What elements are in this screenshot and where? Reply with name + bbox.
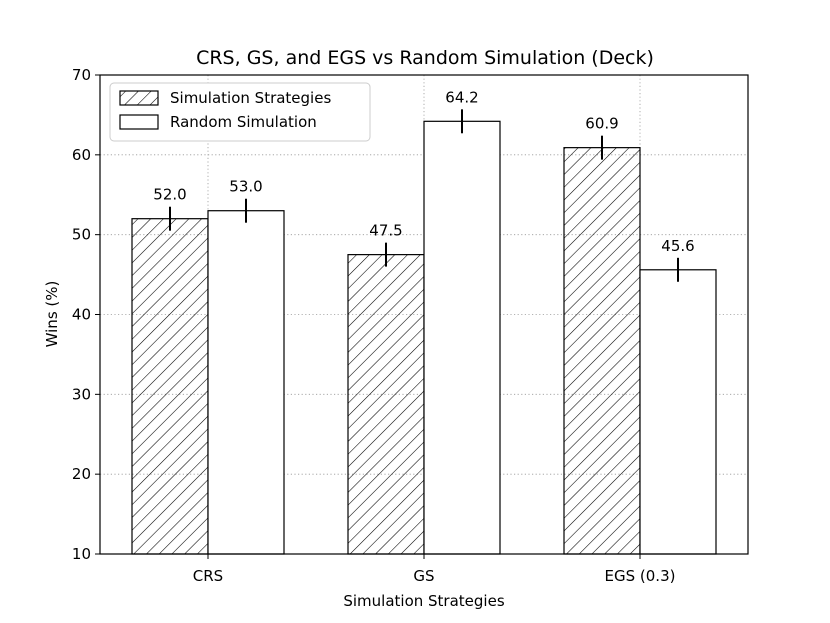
data-label: 47.5	[369, 222, 402, 240]
bar	[563, 147, 641, 555]
x-axis: CRS GS EGS (0.3)	[193, 554, 676, 585]
y-tick-label: 40	[72, 306, 91, 324]
chart-title: CRS, GS, and EGS vs Random Simulation (D…	[196, 47, 654, 69]
x-tick-label: GS	[413, 567, 434, 585]
bar	[347, 254, 425, 555]
bar	[423, 120, 501, 555]
data-labels: 52.0 53.0 47.5 64.2 60.9 45.6	[153, 88, 694, 254]
legend-label: Simulation Strategies	[170, 89, 331, 107]
bar	[639, 269, 717, 555]
bar	[207, 210, 285, 555]
x-axis-label: Simulation Strategies	[343, 592, 504, 610]
y-tick-label: 20	[72, 465, 91, 483]
y-tick-label: 60	[72, 146, 91, 164]
data-label: 64.2	[445, 88, 478, 106]
legend-swatch	[119, 114, 159, 130]
data-label: 53.0	[229, 178, 262, 196]
data-label: 45.6	[661, 237, 694, 255]
y-tick-label: 30	[72, 385, 91, 403]
bar	[131, 218, 209, 555]
data-label: 52.0	[153, 186, 186, 204]
y-tick-label: 10	[72, 545, 91, 563]
legend-label: Random Simulation	[170, 113, 317, 131]
legend-box	[109, 82, 371, 142]
y-axis-label: Wins (%)	[43, 281, 61, 348]
legend: Simulation Strategies Random Simulation	[109, 82, 371, 142]
x-tick-label: EGS (0.3)	[605, 567, 676, 585]
legend-swatch	[119, 90, 159, 106]
y-tick-label: 50	[72, 226, 91, 244]
error-bars	[169, 109, 679, 282]
y-axis: 10 20 30 40 50 60 70	[72, 66, 100, 563]
bars	[131, 120, 717, 555]
x-tick-label: CRS	[193, 567, 223, 585]
data-label: 60.9	[585, 115, 618, 133]
y-tick-label: 70	[72, 66, 91, 84]
